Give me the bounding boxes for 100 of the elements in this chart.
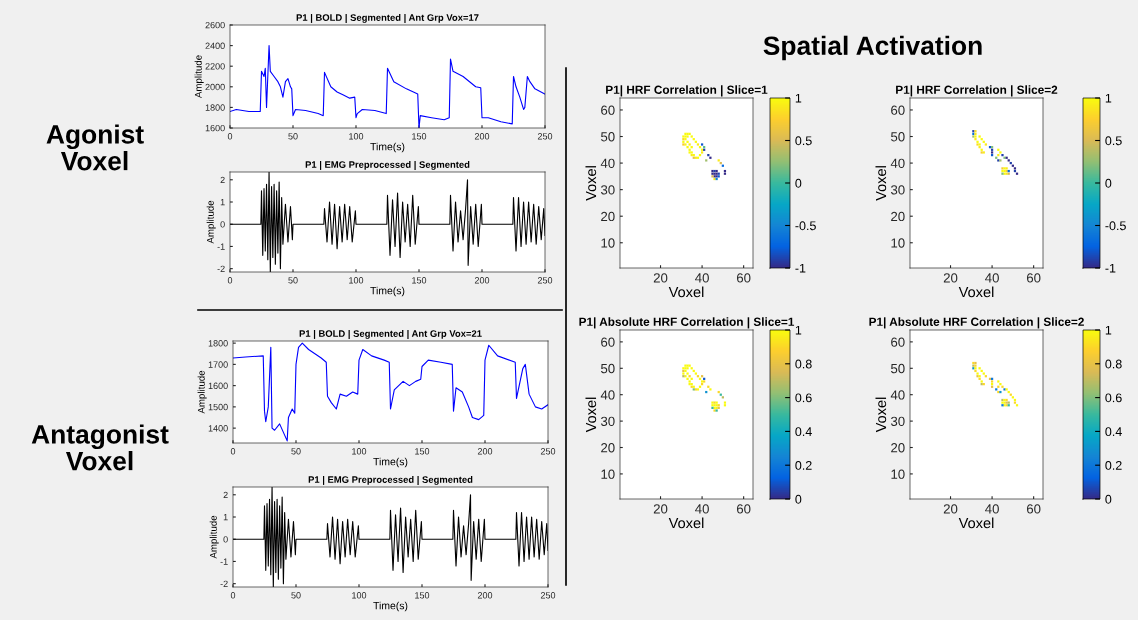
y-tick-label: 60: [601, 337, 615, 347]
x-tick-label: 60: [736, 504, 751, 514]
x-tick-label: 0: [230, 448, 236, 455]
y-tick-label: 30: [890, 185, 905, 195]
line-series: [233, 342, 548, 442]
y-tick-label: 10: [601, 469, 615, 479]
color-bar-label: 0: [795, 178, 802, 188]
x-tick-label: 200: [477, 592, 493, 599]
y-tick-label: 2: [223, 491, 228, 499]
x-axis-title: Voxel: [958, 517, 994, 529]
x-axis-title: Voxel: [958, 286, 994, 298]
color-bar-label: 0.2: [1105, 461, 1122, 470]
color-bar-label: -0.5: [1105, 221, 1126, 231]
y-tick-label: 20: [891, 211, 905, 222]
chart-title: P1 | EMG Preprocessed | Segmented: [308, 475, 473, 485]
y-tick-label: 2400: [205, 42, 225, 49]
y-tick-label: 2000: [205, 83, 225, 91]
y-tick-label: -1: [220, 558, 228, 565]
x-tick-label: 200: [477, 448, 493, 455]
x-tick-label: 100: [349, 277, 364, 284]
x-axis-title: Time(s): [370, 286, 405, 297]
y-tick-label: 1: [220, 199, 225, 206]
y-tick-label: 1500: [208, 403, 228, 411]
y-axis-title: Voxel: [875, 166, 887, 201]
y-tick-label: 60: [891, 337, 905, 347]
chart-title: P1| HRF Correlation | Slice=1: [606, 85, 768, 97]
x-tick-label: 100: [352, 592, 367, 599]
x-axis-title: Time(s): [373, 601, 408, 612]
y-axis-title: Amplitude: [197, 370, 207, 414]
y-tick-label: 10: [891, 469, 905, 479]
x-tick-label: 40: [985, 504, 999, 514]
color-bar-label: 0: [795, 494, 802, 504]
y-tick-label: 2: [220, 176, 225, 184]
x-tick-label: 150: [415, 448, 430, 455]
color-bar-label: 0: [1105, 178, 1112, 188]
point: [705, 159, 708, 162]
x-tick-label: 150: [412, 133, 427, 140]
y-axis-title: Amplitude: [206, 200, 216, 244]
x-tick-label: 100: [352, 448, 367, 455]
y-tick-label: 50: [600, 363, 615, 374]
y-axis-title: Amplitude: [209, 515, 219, 559]
y-tick-label: 60: [891, 105, 905, 115]
x-tick-label: 40: [695, 273, 709, 283]
y-tick-label: 40: [890, 158, 905, 168]
x-tick-label: 20: [653, 504, 668, 514]
y-tick-label: 1800: [208, 340, 228, 347]
y-axis-title: Voxel: [585, 397, 597, 433]
color-bar-label: -0.5: [795, 221, 816, 231]
color-bar-label: 0.5: [1105, 136, 1122, 146]
y-tick-label: 60: [601, 105, 615, 115]
x-tick-label: 100: [349, 133, 364, 140]
y-tick-label: 1800: [205, 104, 225, 111]
x-tick-label: 20: [653, 273, 668, 283]
color-bar-label: 0.2: [795, 461, 812, 470]
x-tick-label: 20: [943, 273, 958, 283]
color-bar-label: 0.4: [795, 427, 812, 437]
x-tick-label: 250: [540, 592, 556, 599]
chart-title: P1| Absolute HRF Correlation | Slice=1: [579, 317, 795, 329]
text: Antagonist Voxel: [31, 424, 169, 471]
y-tick-label: 10: [891, 238, 905, 248]
x-tick-label: 20: [943, 504, 958, 514]
x-axis-title: Voxel: [668, 517, 704, 529]
y-tick-label: 40: [600, 390, 615, 400]
y-tick-label: 1: [223, 514, 228, 521]
x-axis-title: Time(s): [370, 142, 405, 153]
y-tick-label: 2600: [205, 21, 225, 29]
x-tick-label: 0: [230, 592, 236, 599]
y-tick-label: 0: [220, 221, 225, 228]
color-bar-label: 1: [795, 325, 802, 335]
y-tick-label: 40: [890, 390, 905, 400]
color-bar-label: -1: [1105, 263, 1116, 273]
y-tick-label: 1400: [208, 425, 228, 432]
x-axis-title: Time(s): [373, 457, 408, 468]
color-bar-label: 0.6: [1105, 393, 1122, 403]
text: Agonist Voxel: [46, 124, 144, 171]
x-tick-label: 40: [695, 504, 709, 514]
x-tick-label: 50: [291, 448, 301, 455]
x-tick-label: 50: [291, 592, 301, 599]
y-tick-label: 20: [601, 211, 615, 222]
x-tick-label: 150: [412, 277, 427, 284]
y-tick-label: 2200: [205, 63, 225, 70]
x-tick-label: 250: [537, 133, 553, 140]
x-axis-title: Voxel: [668, 286, 704, 298]
y-tick-label: 50: [890, 363, 905, 374]
y-axis-title: Amplitude: [194, 55, 204, 99]
color-bar-label: 1: [1105, 93, 1112, 103]
x-tick-label: 200: [474, 277, 490, 284]
color-bar-label: 0: [1105, 494, 1112, 504]
color-bar-label: 0.5: [795, 136, 812, 146]
color-bar-label: 0.4: [1105, 427, 1122, 437]
color-bar-label: 0.8: [1105, 359, 1122, 369]
chart-title: P1| HRF Correlation | Slice=2: [896, 85, 1058, 97]
point: [997, 380, 1000, 383]
y-axis-title: Voxel: [875, 397, 887, 433]
x-tick-label: 50: [288, 133, 298, 140]
y-tick-label: -1: [217, 243, 225, 250]
y-tick-label: 1700: [208, 361, 228, 368]
y-tick-label: 30: [600, 185, 615, 195]
y-tick-label: 30: [600, 416, 615, 427]
color-bar-label: 1: [795, 93, 802, 103]
